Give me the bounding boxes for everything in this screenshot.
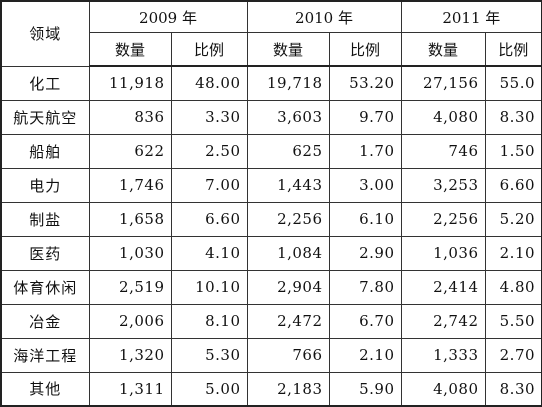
table-row: 医药 1,030 4.10 1,084 2.90 1,036 2.10 (0, 235, 542, 271)
ratio-cell: 2.10 (328, 337, 402, 373)
quantity-cell: 2,904 (246, 269, 330, 305)
ratio-header: 比例 (328, 32, 402, 67)
quantity-cell: 2,256 (246, 201, 330, 237)
quantity-header: 数量 (246, 32, 330, 67)
table-row: 海洋工程 1,320 5.30 766 2.10 1,333 2.70 (0, 337, 542, 373)
quantity-cell: 836 (88, 99, 172, 135)
ratio-cell: 4.80 (484, 269, 542, 305)
table-row: 体育休闲 2,519 10.10 2,904 7.80 2,414 4.80 (0, 269, 542, 305)
ratio-cell: 7.80 (328, 269, 402, 305)
ratio-cell: 6.70 (328, 303, 402, 339)
quantity-cell: 746 (400, 133, 486, 169)
ratio-cell: 48.00 (170, 65, 248, 101)
domain-header: 领域 (0, 0, 90, 67)
quantity-cell: 2,414 (400, 269, 486, 305)
quantity-cell: 11,918 (88, 65, 172, 101)
ratio-cell: 6.60 (484, 167, 542, 203)
table-row: 电力 1,746 7.00 1,443 3.00 3,253 6.60 (0, 167, 542, 203)
quantity-cell: 1,030 (88, 235, 172, 271)
table-row: 船舶 622 2.50 625 1.70 746 1.50 (0, 133, 542, 169)
table-row: 航天航空 836 3.30 3,603 9.70 4,080 8.30 (0, 99, 542, 135)
quantity-cell: 3,603 (246, 99, 330, 135)
ratio-cell: 6.60 (170, 201, 248, 237)
table-row: 化工 11,918 48.00 19,718 53.20 27,156 55.0 (0, 65, 542, 101)
ratio-cell: 5.20 (484, 201, 542, 237)
quantity-cell: 2,256 (400, 201, 486, 237)
quantity-cell: 4,080 (400, 371, 486, 407)
table-row: 冶金 2,006 8.10 2,472 6.70 2,742 5.50 (0, 303, 542, 339)
year-header-2010: 2010 年 (246, 0, 402, 33)
quantity-cell: 1,320 (88, 337, 172, 373)
domain-cell: 船舶 (0, 133, 90, 169)
quantity-cell: 19,718 (246, 65, 330, 101)
ratio-cell: 10.10 (170, 269, 248, 305)
ratio-cell: 2.70 (484, 337, 542, 373)
table-row: 制盐 1,658 6.60 2,256 6.10 2,256 5.20 (0, 201, 542, 237)
year-header-2011: 2011 年 (400, 0, 542, 33)
ratio-cell: 8.10 (170, 303, 248, 339)
ratio-header: 比例 (170, 32, 248, 67)
domain-cell: 航天航空 (0, 99, 90, 135)
quantity-cell: 1,333 (400, 337, 486, 373)
quantity-cell: 1,746 (88, 167, 172, 203)
ratio-cell: 55.0 (484, 65, 542, 101)
quantity-cell: 3,253 (400, 167, 486, 203)
quantity-cell: 2,519 (88, 269, 172, 305)
domain-cell: 制盐 (0, 201, 90, 237)
ratio-cell: 8.30 (484, 371, 542, 407)
quantity-cell: 1,658 (88, 201, 172, 237)
ratio-cell: 5.50 (484, 303, 542, 339)
quantity-cell: 1,036 (400, 235, 486, 271)
ratio-cell: 7.00 (170, 167, 248, 203)
quantity-cell: 1,443 (246, 167, 330, 203)
quantity-cell: 1,311 (88, 371, 172, 407)
quantity-header: 数量 (400, 32, 486, 67)
ratio-cell: 5.00 (170, 371, 248, 407)
domain-cell: 电力 (0, 167, 90, 203)
ratio-cell: 53.20 (328, 65, 402, 101)
domain-cell: 冶金 (0, 303, 90, 339)
quantity-cell: 766 (246, 337, 330, 373)
ratio-cell: 1.50 (484, 133, 542, 169)
ratio-cell: 1.70 (328, 133, 402, 169)
domain-cell: 海洋工程 (0, 337, 90, 373)
ratio-cell: 3.30 (170, 99, 248, 135)
ratio-header: 比例 (484, 32, 542, 67)
ratio-cell: 2.10 (484, 235, 542, 271)
quantity-cell: 27,156 (400, 65, 486, 101)
year-header-row: 领域 2009 年 2010 年 2011 年 (0, 0, 542, 67)
quantity-cell: 2,742 (400, 303, 486, 339)
quantity-cell: 625 (246, 133, 330, 169)
ratio-cell: 5.30 (170, 337, 248, 373)
ratio-cell: 8.30 (484, 99, 542, 135)
domain-cell: 其他 (0, 371, 90, 407)
domain-cell: 医药 (0, 235, 90, 271)
table-row: 其他 1,311 5.00 2,183 5.90 4,080 8.30 (0, 371, 542, 407)
ratio-cell: 3.00 (328, 167, 402, 203)
ratio-cell: 2.50 (170, 133, 248, 169)
quantity-cell: 4,080 (400, 99, 486, 135)
quantity-cell: 2,006 (88, 303, 172, 339)
quantity-cell: 622 (88, 133, 172, 169)
ratio-cell: 5.90 (328, 371, 402, 407)
ratio-cell: 4.10 (170, 235, 248, 271)
domain-cell: 化工 (0, 65, 90, 101)
quantity-cell: 2,472 (246, 303, 330, 339)
sub-header-row: 数量 比例 数量 比例 数量 比例 (1, 32, 542, 67)
domain-cell: 体育休闲 (0, 269, 90, 305)
quantity-cell: 2,183 (246, 371, 330, 407)
ratio-cell: 9.70 (328, 99, 402, 135)
quantity-header: 数量 (88, 32, 172, 67)
ratio-cell: 2.90 (328, 235, 402, 271)
quantity-cell: 1,084 (246, 235, 330, 271)
year-header-2009: 2009 年 (88, 0, 248, 33)
ratio-cell: 6.10 (328, 201, 402, 237)
